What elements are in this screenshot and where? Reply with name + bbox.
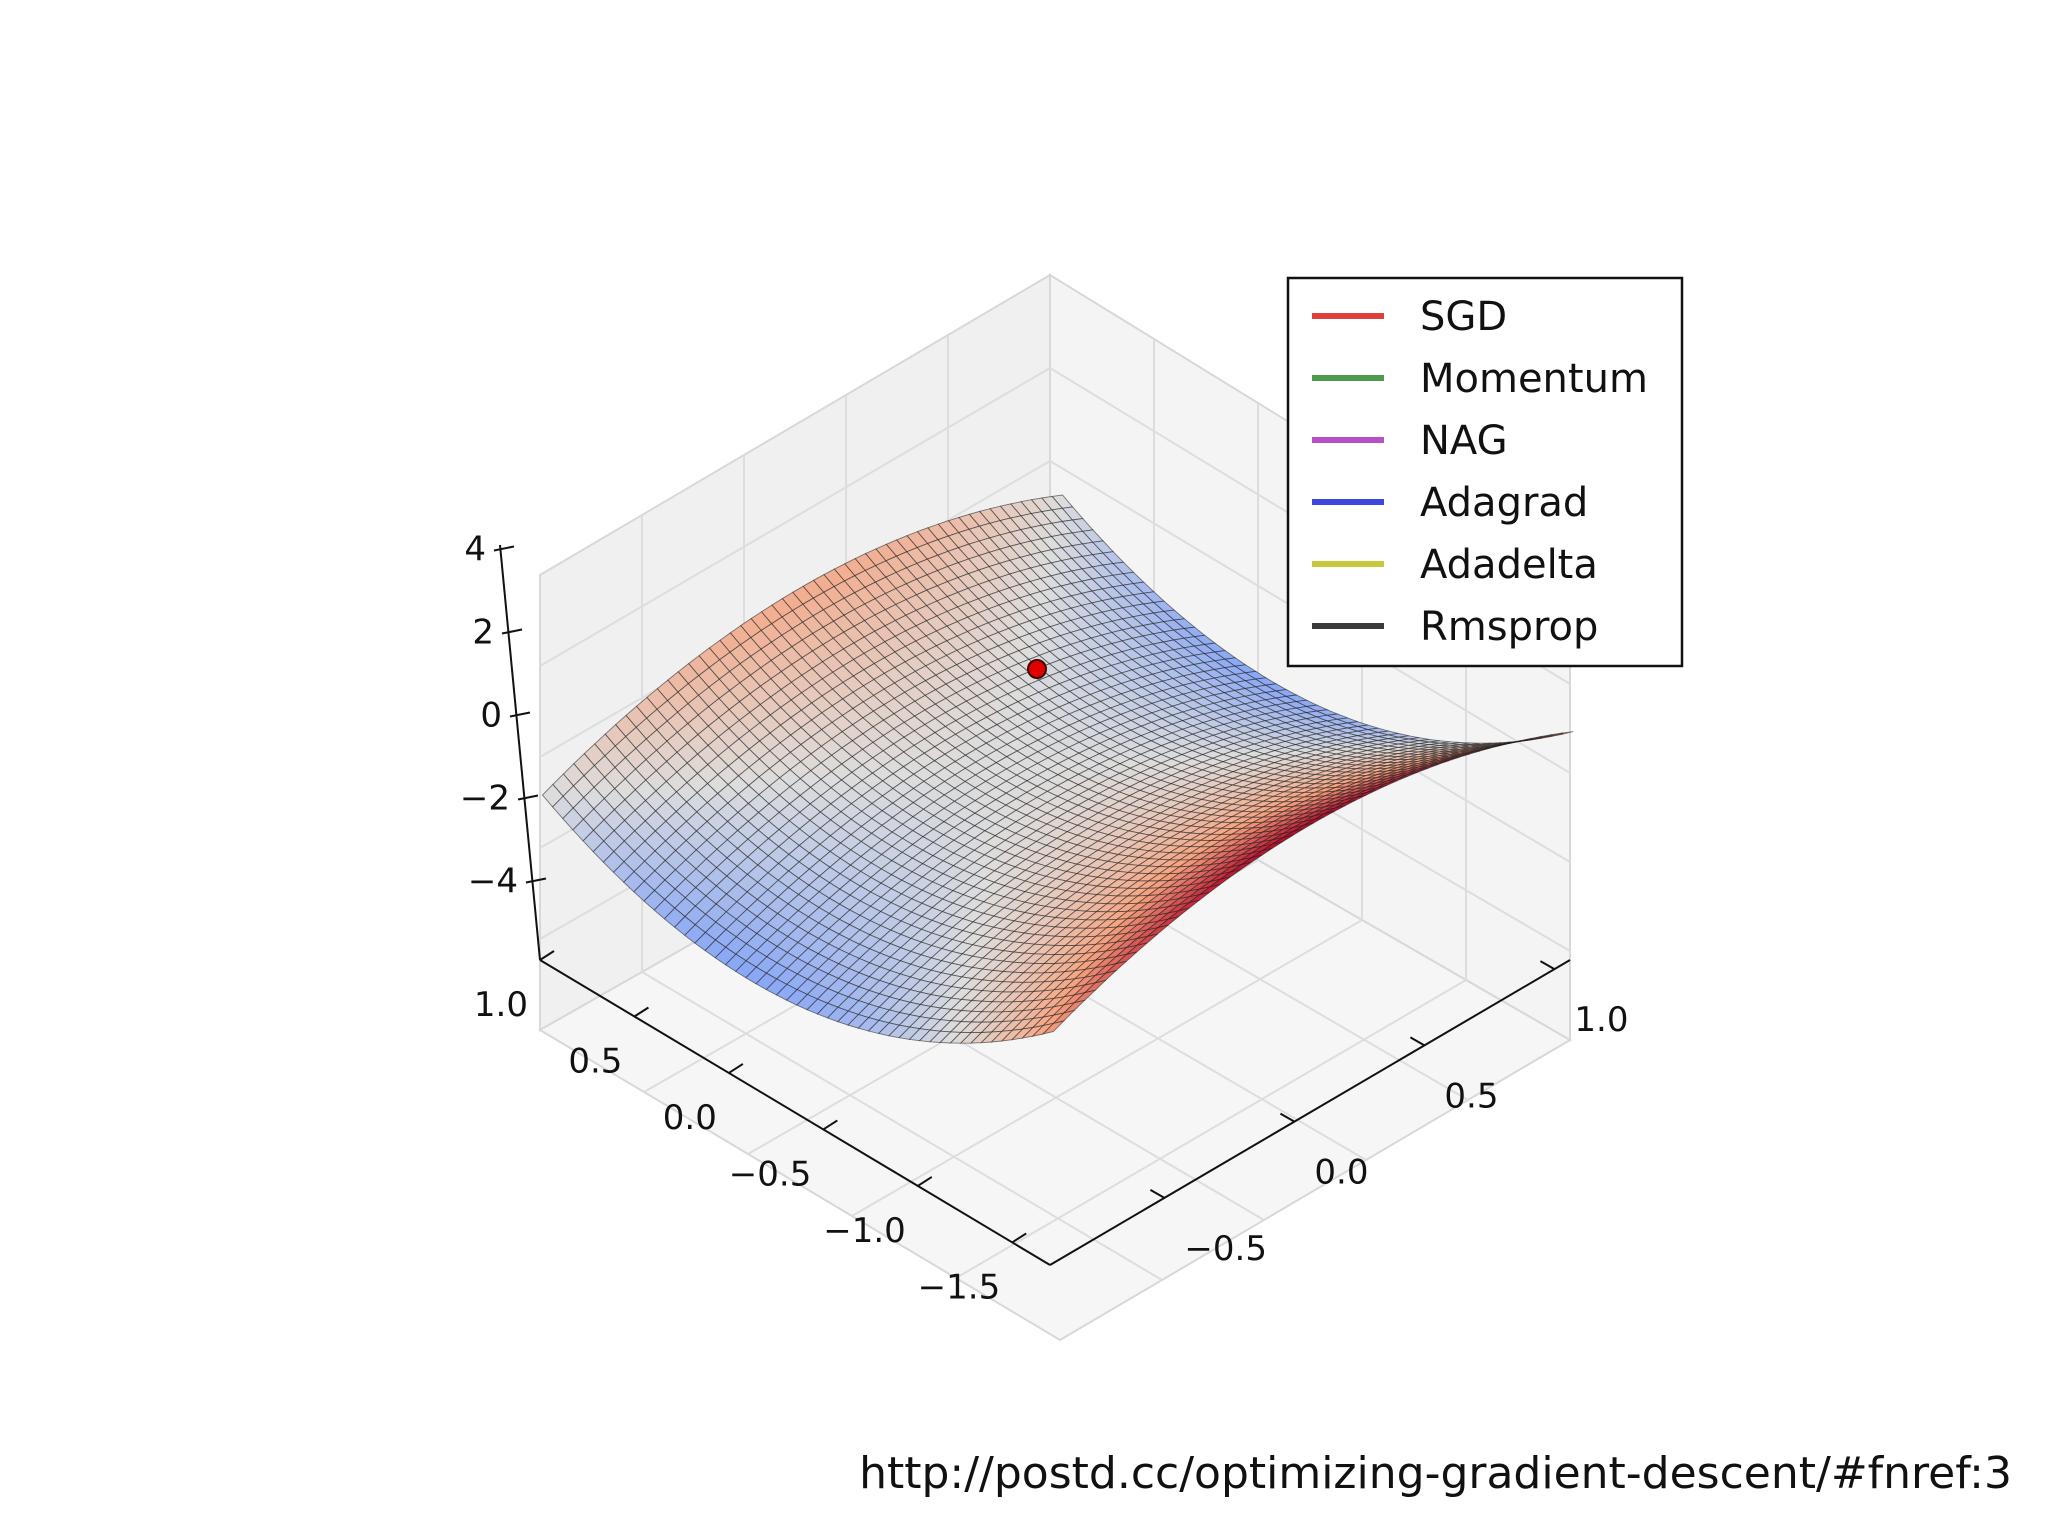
x-tick-mark xyxy=(1011,1232,1027,1244)
source-url-caption: http://postd.cc/optimizing-gradient-desc… xyxy=(859,1448,2012,1499)
z-tick-label: −4 xyxy=(468,862,518,902)
y-axis-ticks: 1.0 0.5 0.0 −0.5 xyxy=(1149,960,1628,1269)
x-tick-label: 0.0 xyxy=(663,1098,717,1138)
z-tick-label: −2 xyxy=(460,779,510,819)
x-tick-label: −0.5 xyxy=(729,1154,812,1194)
x-tick-mark xyxy=(539,950,555,961)
z-tick-mark xyxy=(517,794,539,801)
y-tick-label: 0.5 xyxy=(1444,1076,1498,1116)
y-tick-mark xyxy=(1409,1036,1425,1047)
z-tick-mark xyxy=(493,545,515,552)
y-tick-mark xyxy=(1149,1189,1165,1199)
legend: SGD Momentum NAG Adagrad Adadelta Rmsprop xyxy=(1286,276,1684,668)
start-point-marker xyxy=(1027,659,1047,679)
x-axis-ticks: 1.0 0.5 0.0 −0.5 −1.0 −1.5 xyxy=(474,950,1027,1307)
z-axis-ticks: 4 2 0 −2 −4 xyxy=(460,530,547,902)
y-tick-label: 1.0 xyxy=(1574,1000,1628,1040)
legend-label: NAG xyxy=(1420,418,1508,464)
legend-label: Adagrad xyxy=(1420,480,1588,526)
x-tick-label: −1.5 xyxy=(918,1267,1001,1307)
legend-box xyxy=(1286,276,1684,668)
legend-label: Momentum xyxy=(1420,356,1648,402)
x-axis-line xyxy=(539,959,1051,1266)
z-tick-label: 2 xyxy=(472,613,494,653)
y-tick-label: −0.5 xyxy=(1184,1229,1267,1269)
x-tick-mark xyxy=(917,1176,933,1187)
x-tick-mark xyxy=(633,1006,649,1018)
surface-patch xyxy=(1041,1020,1066,1035)
x-tick-mark xyxy=(822,1119,838,1131)
y-tick-mark xyxy=(1279,1112,1295,1123)
z-tick-mark xyxy=(501,628,523,635)
x-tick-mark xyxy=(728,1063,744,1074)
y-axis-line xyxy=(1049,959,1571,1266)
y-tick-label: 0.0 xyxy=(1314,1153,1368,1193)
legend-label: Rmsprop xyxy=(1420,604,1598,650)
z-tick-label: 0 xyxy=(480,696,502,736)
x-tick-label: 1.0 xyxy=(474,985,528,1025)
x-tick-label: −1.0 xyxy=(823,1211,906,1251)
x-tick-label: 0.5 xyxy=(568,1041,622,1081)
z-axis-line xyxy=(499,544,541,961)
legend-label: SGD xyxy=(1420,294,1507,340)
z-tick-mark xyxy=(525,877,547,884)
z-tick-label: 4 xyxy=(464,530,486,570)
z-tick-mark xyxy=(509,711,531,718)
legend-label: Adadelta xyxy=(1420,542,1598,588)
saddle-surface xyxy=(541,494,1574,1044)
y-tick-mark xyxy=(1539,960,1555,971)
